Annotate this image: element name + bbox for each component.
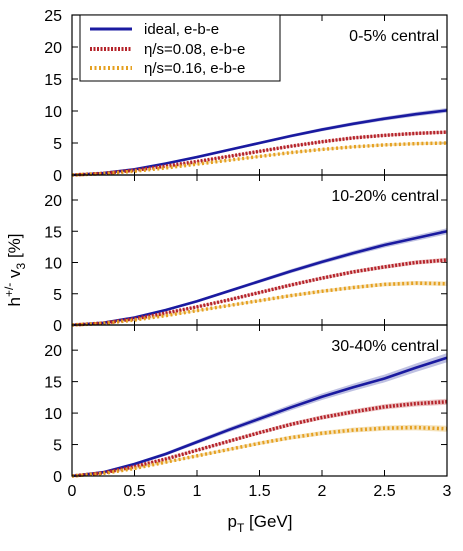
panel-frame (71, 324, 448, 477)
panel-2: 0 5 10 15 20 10-20% central (44, 174, 448, 335)
x-tick-label: 0.5 (123, 483, 145, 500)
x-tick-label: 1 (193, 483, 202, 500)
panel-label: 0-5% central (349, 28, 439, 45)
series-line-3 (71, 425, 448, 478)
x-tick-label: 2 (318, 483, 327, 500)
y-tick-label: 5 (53, 287, 62, 304)
y-tick-label: 15 (44, 375, 62, 392)
series-line-2 (71, 400, 448, 478)
y-tick-label: 15 (44, 224, 62, 241)
legend-label-eta016: η/s=0.16, e-b-e (144, 60, 245, 77)
series-line-1 (71, 356, 448, 478)
y-tick-label: 0 (53, 168, 62, 185)
error-band-series-3 (72, 281, 447, 325)
y-tick-label: 20 (44, 193, 62, 210)
y-tick-label: 10 (44, 256, 62, 273)
x-tick-label: 2.5 (373, 483, 395, 500)
y-axis-label: h+/- v3 [%] (2, 233, 28, 306)
x-tick-label: 3 (443, 483, 452, 500)
panel-3: 0 5 10 15 20 30-40% central (44, 324, 448, 486)
y-tick-label: 20 (44, 40, 62, 57)
y-tick-label: 0 (53, 318, 62, 335)
y-tick-label: 0 (53, 469, 62, 486)
series-line-2 (71, 258, 448, 327)
series-line-2 (71, 130, 448, 177)
y-tick-label: 10 (44, 406, 62, 423)
y-tick-label: 10 (44, 104, 62, 121)
x-axis-label: pT [GeV] (228, 512, 293, 535)
legend-label-ideal: ideal, e-b-e (144, 21, 219, 38)
panel-label: 30-40% central (331, 338, 439, 355)
legend: ideal, e-b-e η/s=0.08, e-b-e η/s=0.16, e… (79, 14, 281, 82)
error-band-series-2 (72, 398, 447, 476)
x-tick-label: 0 (68, 483, 77, 500)
y-tick-label: 25 (44, 8, 62, 25)
error-band-series-1 (72, 353, 447, 476)
panel-label: 10-20% central (331, 188, 439, 205)
legend-label-eta008: η/s=0.08, e-b-e (144, 41, 245, 58)
y-tick-label: 5 (53, 136, 62, 153)
y-tick-label: 20 (44, 343, 62, 360)
series-line-3 (71, 281, 448, 327)
y-tick-label: 15 (44, 72, 62, 89)
y-tick-label: 5 (53, 438, 62, 455)
series-line-1 (71, 109, 448, 177)
error-band-series-2 (72, 130, 447, 175)
x-tick-label: 1.5 (248, 483, 270, 500)
